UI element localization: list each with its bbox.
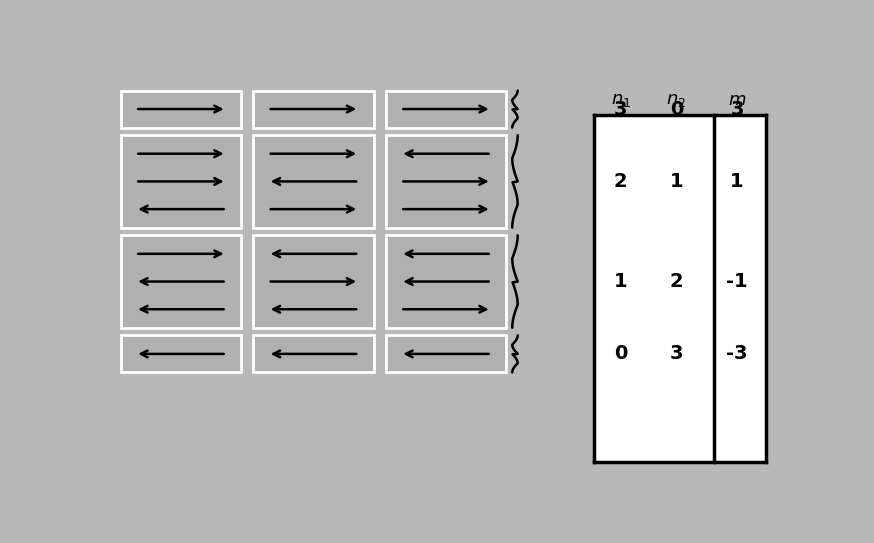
Bar (253, 336, 373, 372)
Text: 1: 1 (730, 172, 744, 191)
Bar (253, 91, 373, 128)
Bar (121, 135, 241, 228)
Text: 1: 1 (669, 172, 683, 191)
Text: $n_1$: $n_1$ (611, 91, 631, 109)
Text: 3: 3 (731, 99, 744, 118)
Text: 0: 0 (669, 99, 683, 118)
Bar (582, 91, 776, 464)
Bar (121, 91, 241, 128)
Text: 1: 1 (614, 272, 628, 291)
Text: 3: 3 (669, 344, 683, 363)
Bar (121, 336, 241, 372)
Bar (386, 235, 506, 328)
Bar (253, 235, 373, 328)
Bar (386, 91, 506, 128)
Bar (386, 336, 506, 372)
Text: -3: -3 (726, 344, 748, 363)
Text: 2: 2 (669, 272, 683, 291)
Text: -1: -1 (726, 272, 748, 291)
Text: 3: 3 (614, 99, 628, 118)
Text: 2: 2 (614, 172, 628, 191)
Text: $n_2$: $n_2$ (667, 91, 687, 109)
Text: $m$: $m$ (728, 91, 746, 109)
Bar (253, 135, 373, 228)
Bar (593, 115, 766, 462)
Text: 0: 0 (614, 344, 628, 363)
Bar (386, 135, 506, 228)
Bar (121, 235, 241, 328)
